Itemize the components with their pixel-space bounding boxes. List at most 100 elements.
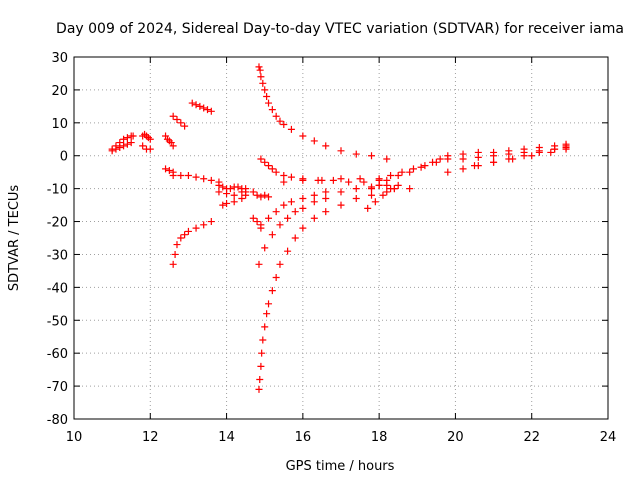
data-point: [169, 171, 177, 179]
data-point: [261, 158, 269, 166]
data-point: [146, 135, 154, 143]
data-point: [387, 171, 395, 179]
data-point: [257, 155, 265, 163]
data-point: [287, 173, 295, 181]
data-point: [337, 188, 345, 196]
x-tick-label: 16: [295, 430, 312, 445]
data-point: [268, 106, 276, 114]
data-point: [242, 191, 250, 199]
data-point: [253, 191, 261, 199]
y-tick-label: -30: [47, 248, 68, 263]
data-point: [371, 198, 379, 206]
data-point: [123, 140, 131, 148]
data-point: [258, 349, 266, 357]
plot-frame: [73, 56, 609, 420]
data-point: [257, 224, 265, 232]
data-point: [444, 155, 452, 163]
data-point: [184, 227, 192, 235]
data-point: [123, 134, 131, 142]
data-point: [387, 185, 395, 193]
y-tick-label: -80: [47, 413, 68, 428]
data-point: [379, 191, 387, 199]
data-point: [188, 99, 196, 107]
data-point: [230, 198, 238, 206]
data-point: [284, 214, 292, 222]
data-point: [383, 188, 391, 196]
data-point: [291, 208, 299, 216]
data-point: [268, 165, 276, 173]
data-points: [108, 63, 570, 393]
data-point: [120, 135, 128, 143]
data-point: [562, 145, 570, 153]
data-point: [255, 385, 263, 393]
series-arc-i: [219, 191, 250, 209]
data-point: [226, 185, 234, 193]
data-point: [272, 208, 280, 216]
data-point: [200, 104, 208, 112]
y-tick-label: 0: [60, 150, 68, 165]
data-point: [322, 195, 330, 203]
y-tick-label: 30: [51, 51, 68, 66]
x-tick-label: 24: [600, 430, 617, 445]
data-point: [192, 173, 200, 181]
series-arc-drop: [255, 185, 398, 393]
data-point: [253, 218, 261, 226]
data-point: [509, 155, 517, 163]
data-point: [528, 152, 536, 160]
data-point: [108, 147, 116, 155]
data-point: [120, 142, 128, 150]
data-point: [200, 175, 208, 183]
data-point: [207, 218, 215, 226]
data-point: [299, 176, 307, 184]
data-point: [337, 147, 345, 155]
series-arc-h: [215, 181, 250, 193]
axis-ticks: 10 12 14 16 18 20 22 24 -80 -70 -60 -50 -40 -30 -20 -10…: [47, 51, 617, 445]
series-arc-c: [162, 132, 177, 150]
data-point: [432, 158, 440, 166]
data-point: [265, 300, 273, 308]
data-point: [352, 150, 360, 158]
series-arc-b2: [139, 142, 154, 153]
data-point: [192, 101, 200, 109]
data-point: [444, 168, 452, 176]
data-point: [383, 176, 391, 184]
y-tick-label: -60: [47, 347, 68, 362]
data-point: [360, 178, 368, 186]
data-point: [173, 116, 181, 124]
data-point: [322, 188, 330, 196]
data-point: [177, 119, 185, 127]
data-point: [112, 145, 120, 153]
chart-title: Day 009 of 2024, Sidereal Day-to-day VTE…: [56, 21, 624, 37]
series-arc-v: [471, 145, 570, 170]
series-arc-curve-mid: [257, 155, 414, 193]
data-point: [280, 171, 288, 179]
data-point: [249, 188, 257, 196]
data-point: [459, 165, 467, 173]
data-point: [256, 376, 264, 384]
y-tick-label: -10: [47, 183, 68, 198]
data-point: [310, 214, 318, 222]
data-point: [287, 198, 295, 206]
data-point: [249, 214, 257, 222]
x-tick-label: 12: [142, 430, 159, 445]
data-point: [406, 168, 414, 176]
grid: [74, 57, 608, 419]
data-point: [272, 273, 280, 281]
data-point: [547, 148, 555, 156]
data-point: [265, 162, 273, 170]
data-point: [368, 185, 376, 193]
data-point: [146, 145, 154, 153]
data-point: [268, 287, 276, 295]
data-point: [505, 150, 513, 158]
data-point: [276, 117, 284, 125]
data-point: [337, 175, 345, 183]
x-tick-label: 14: [218, 430, 235, 445]
data-point: [173, 241, 181, 249]
y-tick-label: 10: [51, 117, 68, 132]
data-point: [263, 92, 271, 100]
data-point: [329, 176, 337, 184]
data-point: [177, 171, 185, 179]
data-point: [169, 112, 177, 120]
data-point: [256, 66, 264, 74]
data-point: [287, 125, 295, 133]
